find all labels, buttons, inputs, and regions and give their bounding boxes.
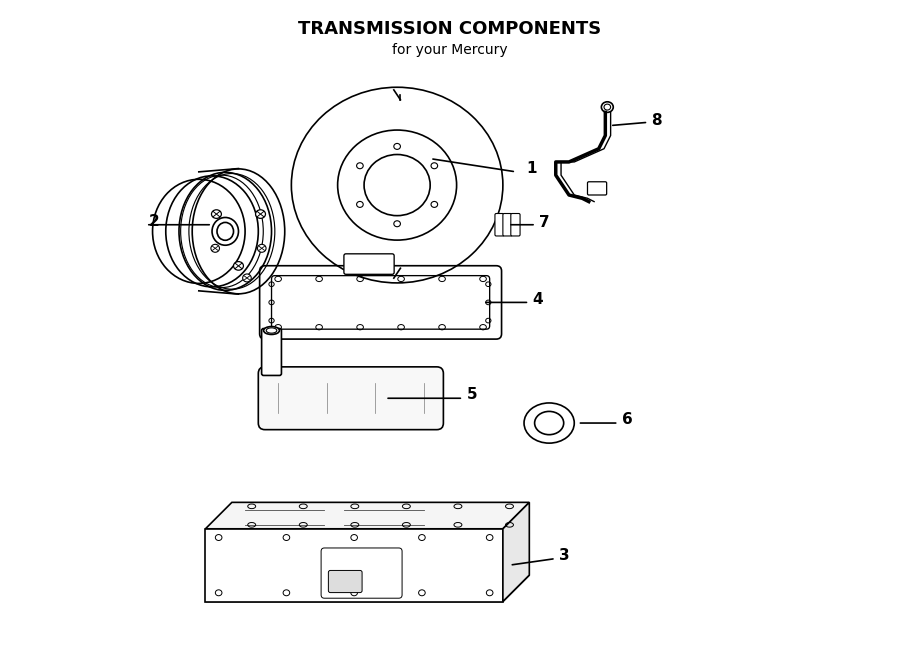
Text: 8: 8 [652,113,662,128]
Text: for your Mercury: for your Mercury [392,43,508,57]
Text: TRANSMISSION COMPONENTS: TRANSMISSION COMPONENTS [299,20,601,38]
FancyBboxPatch shape [588,182,607,195]
Text: 7: 7 [539,215,550,230]
Ellipse shape [524,403,574,443]
Text: 2: 2 [149,214,160,229]
FancyBboxPatch shape [328,570,362,592]
Ellipse shape [211,245,220,253]
Polygon shape [205,529,503,602]
Text: 1: 1 [526,161,536,176]
FancyBboxPatch shape [503,214,512,236]
Text: 3: 3 [559,548,570,563]
Ellipse shape [256,210,266,218]
Ellipse shape [243,274,251,282]
FancyBboxPatch shape [511,214,520,236]
Text: 5: 5 [466,387,477,403]
Polygon shape [205,502,529,529]
FancyBboxPatch shape [258,367,444,430]
Polygon shape [503,502,529,602]
FancyBboxPatch shape [262,329,282,375]
FancyBboxPatch shape [495,214,504,236]
Text: 6: 6 [622,412,633,427]
Ellipse shape [212,217,238,245]
Text: 4: 4 [533,292,544,307]
Ellipse shape [212,210,221,218]
Ellipse shape [257,245,266,253]
Polygon shape [205,575,529,602]
Ellipse shape [535,411,563,435]
FancyBboxPatch shape [344,254,394,274]
Ellipse shape [233,262,243,270]
Ellipse shape [601,102,613,112]
Ellipse shape [264,327,280,334]
